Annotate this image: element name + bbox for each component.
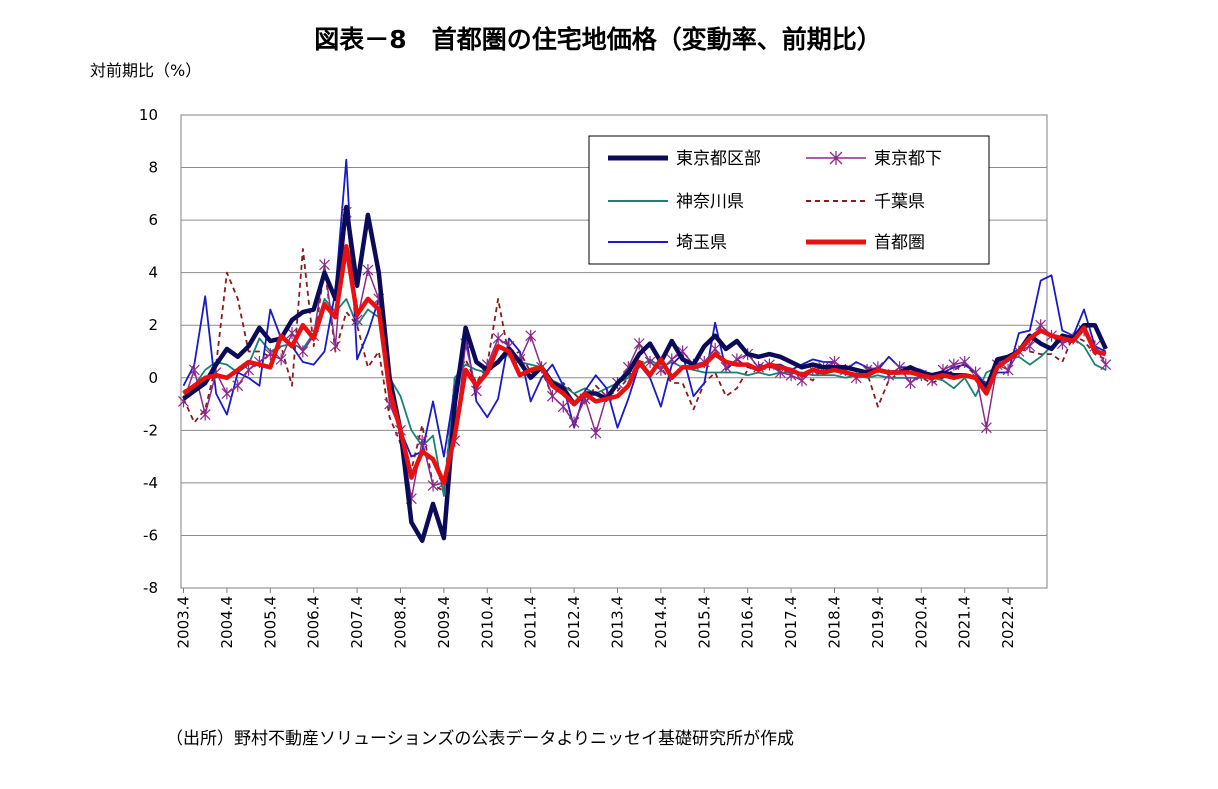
legend-marker-tokyo-ka: [829, 151, 843, 165]
data-point-tokyo-ka: [492, 332, 504, 345]
y-tick-label: -8: [143, 579, 158, 597]
legend-entry-shutoken: 首都圏: [806, 233, 925, 253]
x-tick-label: 2019.4: [869, 596, 887, 649]
legend-label-tokyo-ka: 東京都下: [874, 149, 942, 169]
data-point-tokyo-ka: [416, 434, 428, 447]
y-tick-label: 4: [148, 264, 158, 282]
legend-label-chiba: 千葉県: [874, 192, 925, 212]
data-point-tokyo-ka: [633, 337, 645, 350]
legend-label-kanagawa: 神奈川県: [676, 192, 744, 212]
data-point-tokyo-ka: [221, 387, 233, 400]
data-point-tokyo-ka: [427, 479, 439, 492]
data-point-tokyo-ka: [188, 363, 200, 376]
x-tick-label: 2016.4: [739, 596, 757, 649]
x-tick-label: 2017.4: [782, 596, 800, 649]
x-tick-labels: 2003.4 2004.4 2005.4 2006.4 2007.4 2008.4 2009…: [175, 588, 1017, 649]
data-point-tokyo-ka: [1100, 358, 1112, 371]
y-tick-labels: 10 8 6 4 2 0 -2 -4 -6 -8: [139, 106, 158, 597]
y-tick-label: -2: [143, 421, 158, 439]
x-tick-label: 2009.4: [435, 596, 453, 649]
data-point-tokyo-ka: [980, 421, 992, 434]
data-point-tokyo-ka: [644, 356, 656, 369]
legend-entry-chiba: 千葉県: [806, 192, 925, 212]
data-point-tokyo-ka: [557, 400, 569, 413]
y-tick-label: -6: [143, 526, 158, 544]
legend-label-saitama: 埼玉県: [676, 233, 727, 253]
y-tick-label: 2: [148, 316, 158, 334]
data-point-tokyo-ka: [199, 408, 211, 421]
series-line-tokyo-ka: [182, 211, 1107, 500]
data-point-tokyo-ka: [319, 258, 330, 271]
legend-entry-tokyo-ku: 東京都区部: [608, 149, 761, 169]
data-point-tokyo-ka: [297, 345, 309, 358]
x-tick-label: 2010.4: [478, 596, 496, 649]
y-tick-label: 6: [148, 211, 158, 229]
y-axis-label: 対前期比（%）: [90, 61, 201, 80]
source-note: （出所）野村不動産ソリューションズの公表データよりニッセイ基礎研究所が作成: [166, 728, 794, 749]
x-tick-label: 2008.4: [392, 596, 410, 649]
x-tick-label: 2018.4: [826, 596, 844, 649]
data-point-tokyo-ka: [546, 390, 558, 403]
y-tick-label: -4: [143, 474, 158, 492]
legend-entry-saitama: 埼玉県: [608, 233, 727, 253]
y-tick-label: 10: [139, 106, 158, 124]
y-tick-label: 8: [148, 159, 158, 177]
x-tick-label: 2011.4: [522, 596, 540, 649]
data-point-tokyo-ka: [948, 358, 960, 371]
data-point-tokyo-ka: [232, 379, 244, 392]
series-line-shutoken: [182, 244, 1107, 486]
legend-label-tokyo-ku: 東京都区部: [676, 149, 761, 169]
data-point-tokyo-ka: [525, 329, 537, 342]
data-point-tokyo-ka: [275, 353, 287, 366]
x-tick-label: 2020.4: [912, 596, 930, 649]
legend-entry-kanagawa: 神奈川県: [608, 192, 744, 212]
x-tick-label: 2022.4: [999, 596, 1017, 649]
data-point-tokyo-ka: [568, 416, 580, 429]
x-tick-label: 2021.4: [956, 596, 974, 649]
x-tick-label: 2014.4: [652, 596, 670, 649]
legend-entry-tokyo-ka: 東京都下: [806, 149, 942, 169]
data-point-tokyo-ka: [590, 426, 602, 439]
x-tick-label: 2006.4: [305, 596, 323, 649]
x-tick-label: 2005.4: [261, 596, 279, 649]
series-lines: [178, 158, 1112, 543]
x-tick-label: 2003.4: [175, 596, 193, 649]
chart-title: 図表－8 首都圏の住宅地価格（変動率、前期比）: [314, 25, 881, 54]
data-point-tokyo-ka: [959, 356, 971, 369]
data-point-tokyo-ka: [666, 353, 678, 366]
legend: 東京都区部 東京都下 神奈川県 千葉県 埼玉県 首都圏: [588, 135, 990, 265]
x-tick-label: 2015.4: [695, 596, 713, 649]
data-point-tokyo-ka: [1002, 363, 1014, 376]
data-point-tokyo-ka: [329, 340, 341, 353]
x-tick-label: 2012.4: [565, 596, 583, 649]
x-tick-label: 2013.4: [609, 596, 627, 649]
x-tick-label: 2007.4: [348, 596, 366, 649]
series-line-tokyo-ku: [182, 204, 1108, 543]
x-tick-label: 2004.4: [218, 596, 236, 649]
data-point-tokyo-ka: [362, 264, 374, 277]
y-tick-label: 0: [148, 369, 158, 387]
data-point-tokyo-ka: [905, 377, 916, 390]
legend-label-shutoken: 首都圏: [874, 233, 925, 253]
